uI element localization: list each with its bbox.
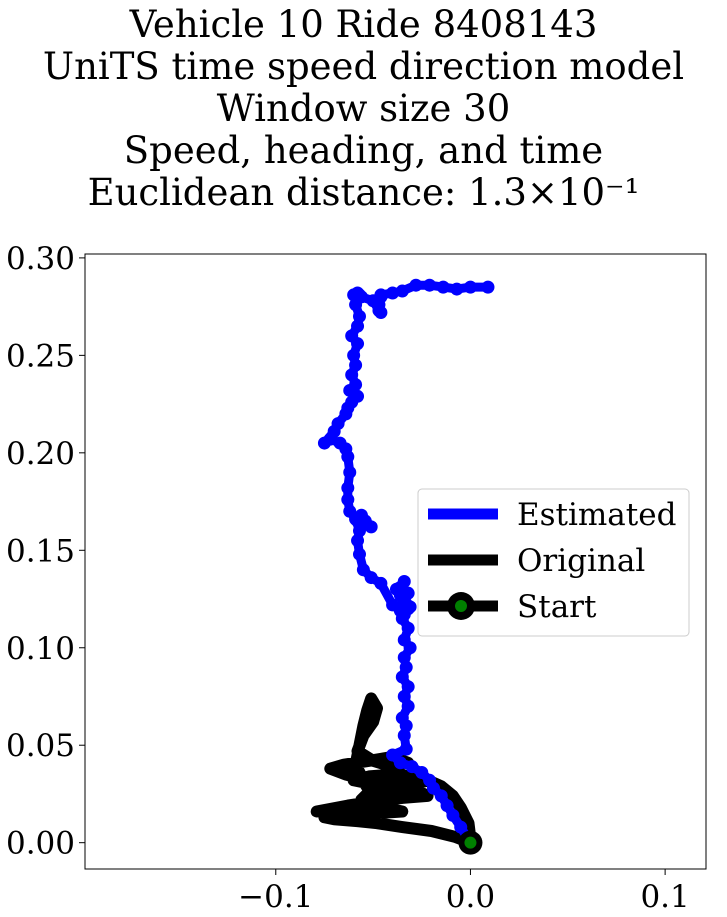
x-tick-label: 0.1: [640, 879, 689, 915]
plot-area: [310, 278, 495, 855]
start-marker: [464, 836, 477, 849]
estimated-point: [399, 660, 413, 674]
estimated-point: [341, 493, 355, 507]
estimated-point: [399, 742, 413, 756]
legend-label-start: Start: [517, 589, 597, 625]
estimated-point: [386, 598, 400, 612]
estimated-point: [345, 368, 359, 382]
x-tick-label: 0.0: [446, 879, 495, 915]
estimated-point: [374, 576, 388, 590]
legend-box: [417, 488, 690, 637]
estimated-point: [401, 699, 415, 713]
y-tick-label: 0.30: [6, 241, 75, 277]
y-tick-label: 0.15: [6, 533, 75, 569]
estimated-point: [374, 288, 388, 302]
estimated-point: [481, 280, 495, 294]
estimated-point: [386, 286, 400, 300]
estimated-point: [343, 504, 357, 518]
estimated-point: [349, 358, 363, 372]
estimated-point: [397, 651, 411, 665]
estimated-point: [440, 799, 454, 813]
estimated-point: [397, 689, 411, 703]
estimated-point: [401, 621, 415, 635]
legend-label-estimated: Estimated: [517, 497, 676, 533]
estimated-point: [317, 436, 331, 450]
estimated-point: [415, 766, 429, 780]
estimated-point: [446, 808, 460, 822]
estimated-point: [352, 524, 366, 538]
title-line-4: Speed, heading, and time: [123, 129, 604, 172]
estimated-point: [351, 534, 365, 548]
y-tick-label: 0.05: [6, 728, 75, 764]
axes-layer: 0.00 0.05 0.10 0.15 0.20 0.25 0.30 −0.1 0.0 0.1: [6, 241, 707, 915]
y-tick-label: 0.25: [6, 338, 75, 374]
estimated-point: [395, 284, 409, 298]
estimated-point: [397, 590, 411, 604]
title-line-2: UniTS time speed direction model: [42, 45, 685, 88]
estimated-point: [395, 670, 409, 684]
estimated-point: [341, 481, 355, 495]
series-layer: [310, 278, 495, 855]
estimated-point: [397, 633, 411, 647]
series-line-original: [310, 692, 477, 849]
legend-start-dot: [455, 600, 467, 612]
estimated-point: [356, 563, 370, 577]
title-line-3: Window size 30: [216, 87, 511, 130]
legend-label-original: Original: [517, 543, 645, 579]
estimated-point: [395, 711, 409, 725]
estimated-point: [345, 329, 359, 343]
y-tick-label: 0.10: [6, 631, 75, 667]
estimated-point: [354, 290, 368, 304]
estimated-point: [405, 760, 419, 774]
estimated-point: [450, 282, 464, 296]
estimated-point: [333, 436, 347, 450]
estimated-point: [352, 547, 366, 561]
estimated-point: [331, 417, 345, 431]
estimated-point: [401, 680, 415, 694]
axes-frame: [84, 253, 707, 870]
legend: Estimated Original Start: [417, 488, 690, 637]
estimated-point: [347, 348, 361, 362]
title-line-1: Vehicle 10 Ride 8408143: [129, 3, 598, 46]
estimated-point: [352, 309, 366, 323]
estimated-point: [349, 378, 363, 392]
estimated-point: [397, 728, 411, 742]
estimated-point: [364, 520, 378, 534]
title-line-5: Euclidean distance: 1.3×10⁻¹: [87, 171, 640, 214]
estimated-point: [351, 514, 365, 528]
estimated-point: [386, 748, 400, 762]
estimated-point: [343, 465, 357, 479]
estimated-point: [463, 280, 477, 294]
y-tick-label: 0.20: [6, 436, 75, 472]
y-tick-label: 0.00: [6, 826, 75, 862]
estimated-point: [423, 278, 437, 292]
x-tick-label: −0.1: [238, 879, 313, 915]
estimated-point: [409, 278, 423, 292]
estimated-point: [436, 280, 450, 294]
estimated-point: [351, 319, 365, 333]
estimated-point: [454, 820, 468, 834]
